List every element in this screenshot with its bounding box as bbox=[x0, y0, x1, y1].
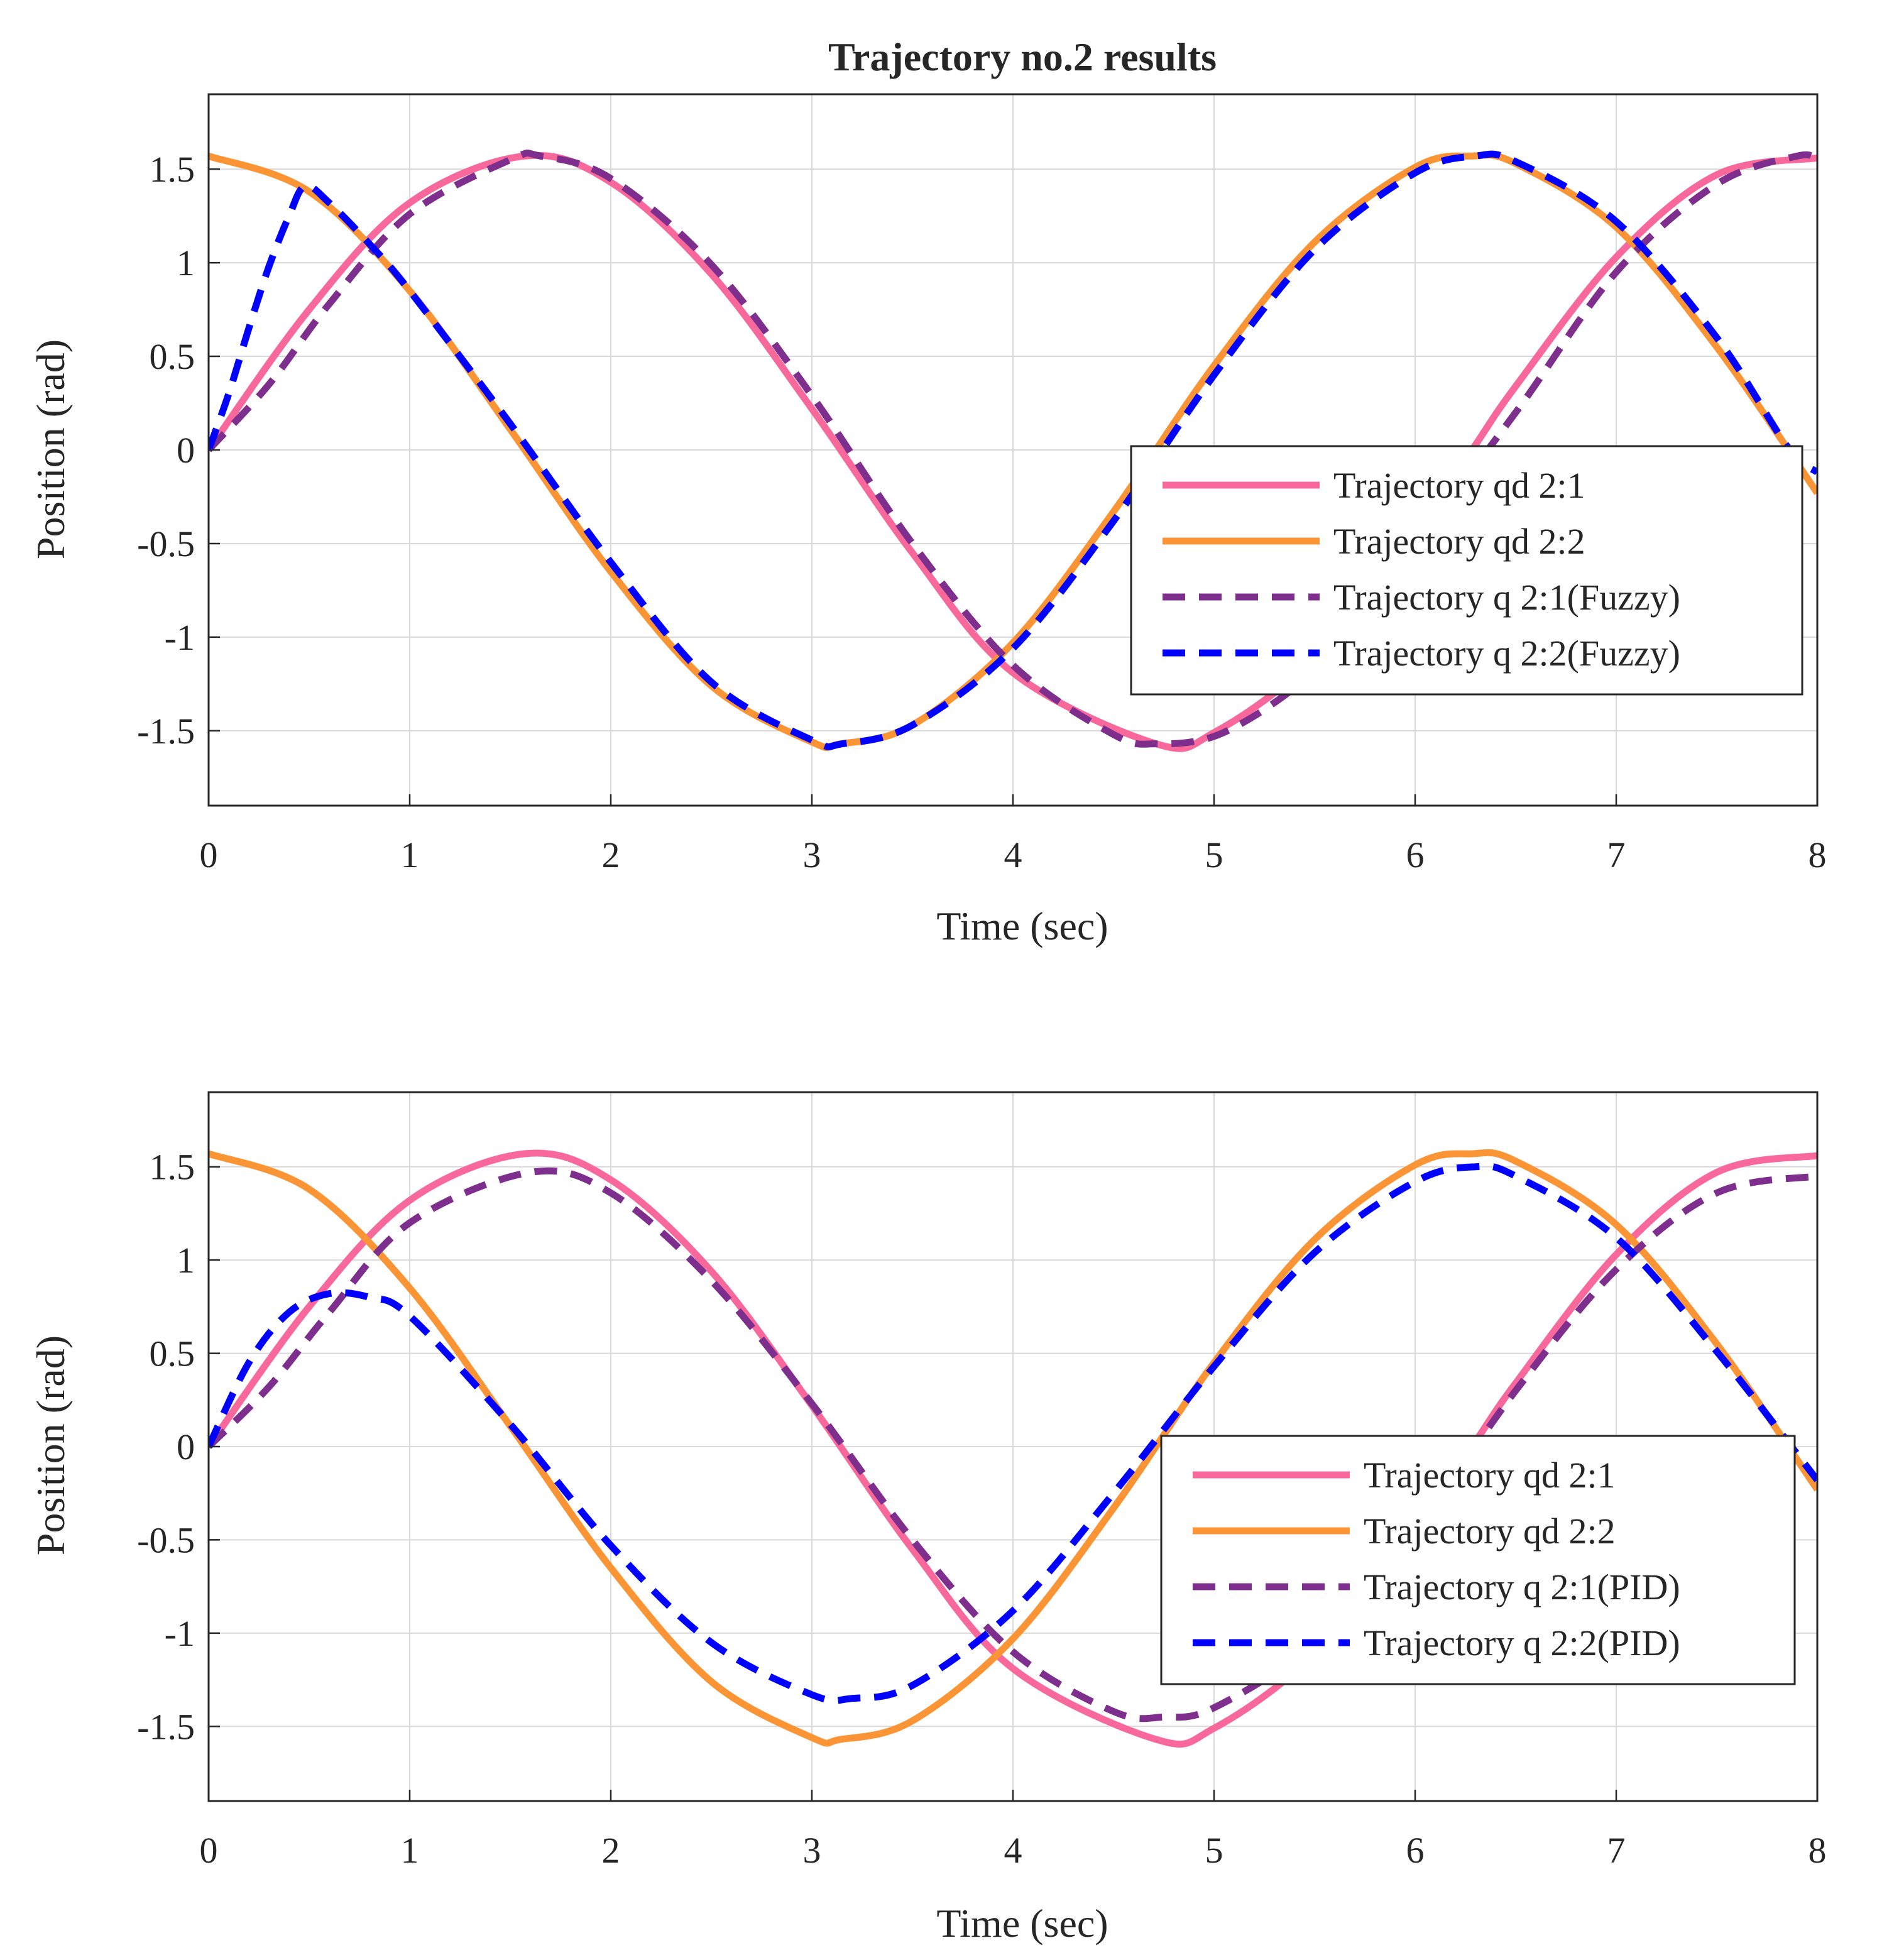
axes-box bbox=[207, 1091, 1819, 1802]
y-tick-labels: 1.5 1 0.5 0 -0.5 -1 -1.5 bbox=[137, 1147, 195, 1748]
y-tick-label: 1 bbox=[177, 1240, 195, 1281]
y-axis-label: Position (rad) bbox=[28, 1335, 73, 1555]
y-tick-label: 1.5 bbox=[150, 1147, 195, 1188]
series-line-1 bbox=[209, 151, 1817, 752]
y-tick-label: 1.5 bbox=[150, 149, 195, 190]
x-tick-label: 0 bbox=[200, 835, 218, 875]
x-tick-label: 4 bbox=[1004, 835, 1022, 875]
x-tick-label: 6 bbox=[1406, 1830, 1425, 1871]
legend-label-3: Trajectory q 2:1(PID) bbox=[1364, 1567, 1680, 1607]
y-tick-label: 0.5 bbox=[150, 1333, 195, 1374]
top-panel: Trajectory no.2 results 0 1 2 3 4 5 6 7 8 1.5 1 0.… bbox=[28, 35, 1827, 948]
series-line-4 bbox=[209, 150, 1817, 750]
x-tick-label: 8 bbox=[1809, 835, 1827, 875]
y-tick-label: 0 bbox=[177, 1426, 195, 1467]
legend: Trajectory qd 2:1 Trajectory qd 2:2 Trajec… bbox=[1160, 1435, 1796, 1685]
series-line-3 bbox=[209, 150, 1817, 748]
legend-label-2: Trajectory qd 2:2 bbox=[1333, 521, 1585, 562]
x-tick-label: 6 bbox=[1406, 835, 1425, 875]
x-tick-label: 4 bbox=[1004, 1830, 1022, 1871]
legend: Trajectory qd 2:1 Trajectory qd 2:2 Trajec… bbox=[1130, 445, 1803, 696]
y-tick-label: -1.5 bbox=[137, 1706, 195, 1747]
axes bbox=[207, 93, 1819, 807]
x-tick-label: 3 bbox=[803, 1830, 821, 1871]
series-line-1 bbox=[209, 1149, 1817, 1748]
plot-area bbox=[209, 1149, 1817, 1748]
series-line-3 bbox=[209, 1167, 1817, 1722]
x-tick-label: 1 bbox=[401, 1830, 419, 1871]
plot-area bbox=[209, 150, 1817, 752]
y-axis-label: Position (rad) bbox=[28, 339, 73, 559]
legend-label-2: Trajectory qd 2:2 bbox=[1364, 1511, 1616, 1552]
axes bbox=[207, 1091, 1819, 1802]
legend-label-3: Trajectory q 2:1(Fuzzy) bbox=[1333, 577, 1680, 618]
legend-label-4: Trajectory q 2:2(Fuzzy) bbox=[1333, 633, 1680, 674]
axes-box bbox=[207, 93, 1819, 807]
x-tick-label: 8 bbox=[1809, 1830, 1827, 1871]
x-tick-label: 3 bbox=[803, 835, 821, 875]
x-tick-label: 1 bbox=[401, 835, 419, 875]
chart-title: Trajectory no.2 results bbox=[828, 35, 1217, 79]
y-tick-labels: 1.5 1 0.5 0 -0.5 -1 -1.5 bbox=[137, 149, 195, 752]
y-tick-label: -0.5 bbox=[137, 1519, 195, 1560]
y-tick-label: 0 bbox=[177, 430, 195, 471]
y-tick-label: -0.5 bbox=[137, 523, 195, 564]
y-tick-label: 0.5 bbox=[150, 336, 195, 377]
x-tick-label: 5 bbox=[1205, 835, 1223, 875]
x-tick-label: 2 bbox=[602, 835, 620, 875]
y-tick-label: -1 bbox=[165, 617, 195, 658]
y-tick-label: -1 bbox=[165, 1613, 195, 1654]
x-tick-label: 0 bbox=[200, 1830, 218, 1871]
x-tick-label: 7 bbox=[1607, 1830, 1626, 1871]
x-tick-labels: 0 1 2 3 4 5 6 7 8 bbox=[200, 1830, 1827, 1871]
x-tick-label: 7 bbox=[1607, 835, 1626, 875]
x-tick-label: 2 bbox=[602, 1830, 620, 1871]
y-tick-label: 1 bbox=[177, 243, 195, 283]
legend-label-1: Trajectory qd 2:1 bbox=[1333, 465, 1585, 506]
x-tick-label: 5 bbox=[1205, 1830, 1223, 1871]
x-axis-label: Time (sec) bbox=[936, 1901, 1108, 1946]
x-axis-label: Time (sec) bbox=[936, 904, 1108, 948]
legend-label-4: Trajectory q 2:2(PID) bbox=[1364, 1623, 1680, 1663]
x-tick-labels: 0 1 2 3 4 5 6 7 8 bbox=[200, 835, 1827, 875]
legend-label-1: Trajectory qd 2:1 bbox=[1364, 1455, 1616, 1496]
y-tick-label: -1.5 bbox=[137, 711, 195, 752]
